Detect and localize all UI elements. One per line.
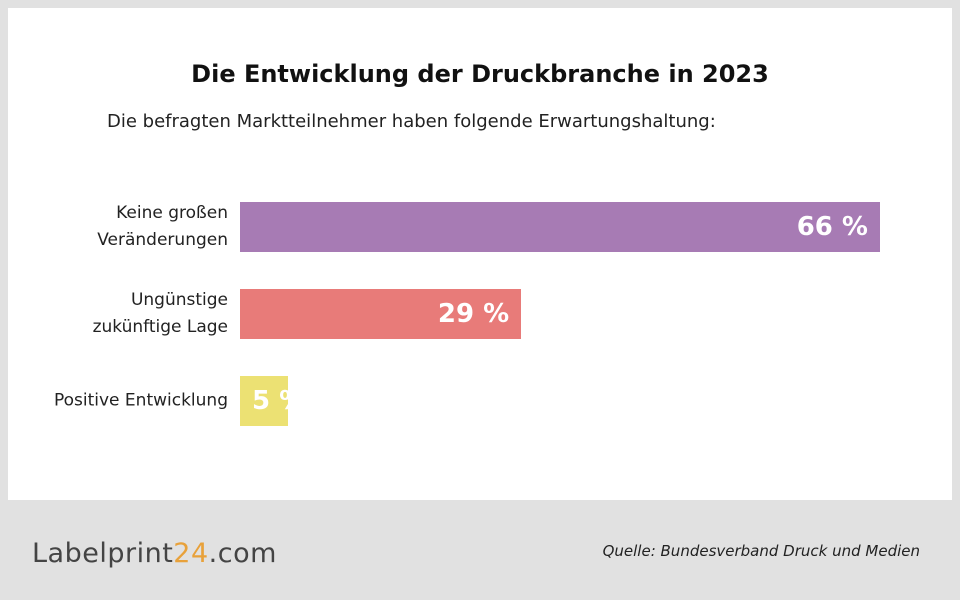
value-label: 5 % (252, 386, 306, 416)
value-label: 66 % (796, 212, 868, 242)
chart-subtitle: Die befragten Marktteilnehmer haben folg… (107, 111, 716, 132)
category-label: Positive Entwicklung (53, 390, 228, 411)
logo-part: 24 (173, 538, 209, 569)
logo: Labelprint24.com (32, 538, 277, 569)
logo-part: .com (208, 538, 277, 569)
bar (240, 289, 522, 339)
category-label: Ungünstige zukünftige Lage (92, 290, 228, 337)
bar (240, 202, 880, 252)
bar (240, 376, 289, 426)
chart-card: Die Entwicklung der Druckbranche in 2023… (8, 8, 952, 500)
category-label: Keine großen Veränderungen (97, 203, 228, 250)
chart-title: Die Entwicklung der Druckbranche in 2023 (191, 60, 769, 88)
source: Quelle: Bundesverband Druck und Medien (602, 542, 920, 560)
logo-part: Labelprint (32, 538, 174, 569)
value-label: 29 % (437, 299, 510, 329)
